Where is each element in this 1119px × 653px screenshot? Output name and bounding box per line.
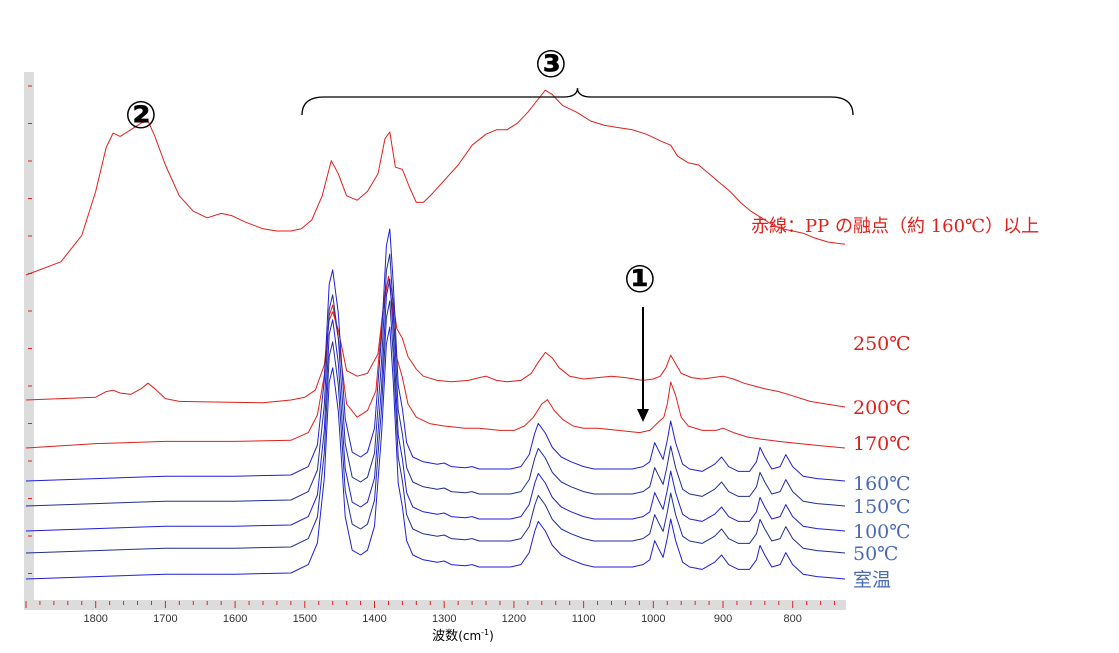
melting-point-note: 赤線：PP の融点（約 160℃）以上 bbox=[751, 216, 1039, 237]
series-label: 50℃ bbox=[853, 543, 898, 565]
series-line bbox=[25, 253, 846, 507]
x-tick-label: 1500 bbox=[293, 613, 317, 625]
series-line bbox=[25, 275, 846, 449]
marker-1: ① bbox=[624, 257, 656, 301]
x-tick-label: 1400 bbox=[362, 613, 386, 625]
series-line bbox=[25, 326, 846, 580]
x-tick-label: 1600 bbox=[223, 613, 247, 625]
series-label: 室温 bbox=[853, 569, 891, 591]
series-line bbox=[25, 89, 846, 276]
x-tick-label: 900 bbox=[714, 613, 732, 625]
x-axis-bar bbox=[24, 600, 846, 610]
series-label: 150℃ bbox=[853, 496, 911, 518]
series-label: 200℃ bbox=[853, 397, 911, 419]
series-label: 100℃ bbox=[853, 521, 911, 543]
x-tick-label: 1000 bbox=[641, 613, 665, 625]
series-line bbox=[25, 228, 846, 482]
plot-area bbox=[24, 72, 846, 610]
x-tick-label: 1800 bbox=[83, 613, 107, 625]
series-label: 160℃ bbox=[853, 473, 911, 495]
marker-1-arrowhead bbox=[637, 409, 649, 422]
x-tick-label: 800 bbox=[784, 613, 802, 625]
x-tick-label: 1200 bbox=[502, 613, 526, 625]
annotations: 赤線：PP の融点（約 160℃）以上 ① ② ③ bbox=[125, 42, 1039, 422]
marker-3-brace bbox=[301, 87, 854, 116]
series-label: 250℃ bbox=[853, 333, 911, 355]
x-axis-label: 波数(cm-1) bbox=[432, 628, 494, 644]
series-line bbox=[25, 300, 846, 554]
series-line bbox=[25, 278, 846, 532]
series-label: 170℃ bbox=[853, 433, 911, 455]
x-axis: 1800 1700 1600 1500 1400 1300 1200 1100 1000 900 8… bbox=[25, 601, 836, 644]
marker-2: ② bbox=[125, 93, 157, 137]
marker-3: ③ bbox=[535, 42, 567, 86]
x-tick-label: 1100 bbox=[572, 613, 596, 625]
series-layer bbox=[25, 89, 846, 580]
x-tick-label: 1700 bbox=[153, 613, 177, 625]
series-line bbox=[25, 277, 846, 408]
x-tick-label: 1300 bbox=[432, 613, 456, 625]
y-axis-bar bbox=[24, 72, 34, 606]
